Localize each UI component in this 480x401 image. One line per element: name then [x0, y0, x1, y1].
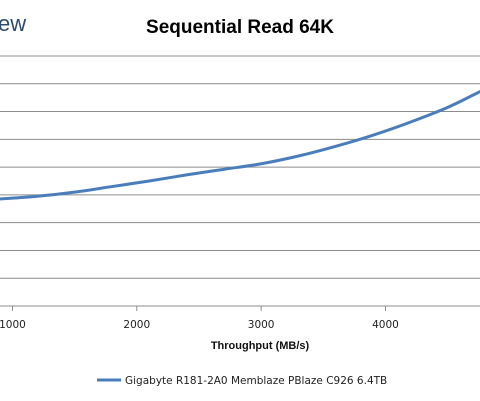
x-tick-label: 1000 — [0, 319, 26, 331]
x-axis-title: Throughput (MB/s) — [211, 340, 310, 352]
legend-label: Gigabyte R181-2A0 Memblaze PBlaze C926 6… — [125, 375, 387, 387]
x-tick-label: 4000 — [372, 319, 399, 331]
series-layer — [0, 90, 480, 201]
legend: Gigabyte R181-2A0 Memblaze PBlaze C926 6… — [97, 375, 387, 387]
x-axis: 1000 2000 3000 4000 — [0, 305, 480, 331]
series-line — [0, 90, 480, 201]
x-tick-label: 2000 — [123, 319, 150, 331]
logo-text: ew — [0, 11, 26, 36]
chart-title: Sequential Read 64K — [146, 17, 334, 38]
x-tick-label: 3000 — [248, 319, 275, 331]
